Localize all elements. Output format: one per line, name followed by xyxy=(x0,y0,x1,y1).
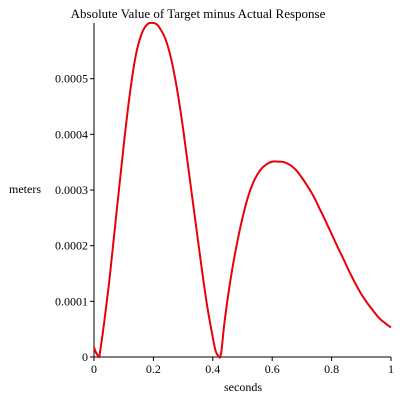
x-tick-label: 0.4 xyxy=(205,362,220,376)
y-axis-label: meters xyxy=(9,182,41,196)
axes xyxy=(93,23,391,358)
y-tick-label: 0 xyxy=(82,350,88,364)
y-tick-label: 0.0005 xyxy=(55,72,88,86)
y-tick-label: 0.0002 xyxy=(55,239,88,253)
x-tick-label: 0.8 xyxy=(324,362,339,376)
chart-title: Absolute Value of Target minus Actual Re… xyxy=(71,6,326,21)
y-tick-label: 0.0004 xyxy=(55,127,88,141)
y-tick-label: 0.0001 xyxy=(55,294,88,308)
x-tick-label: 0.2 xyxy=(146,362,161,376)
x-tick-label: 1 xyxy=(388,362,394,376)
ticks: 0 0.2 0.4 0.6 0.8 1 0 0.0001 0.0002 0.0003 0.0004 0… xyxy=(55,72,394,376)
x-tick-label: 0 xyxy=(91,362,97,376)
y-tick-label: 0.0003 xyxy=(55,183,88,197)
x-axis-label: seconds xyxy=(224,380,262,394)
plot-area xyxy=(93,21,392,359)
x-tick-label: 0.6 xyxy=(265,362,280,376)
series-line-1 xyxy=(93,21,392,359)
